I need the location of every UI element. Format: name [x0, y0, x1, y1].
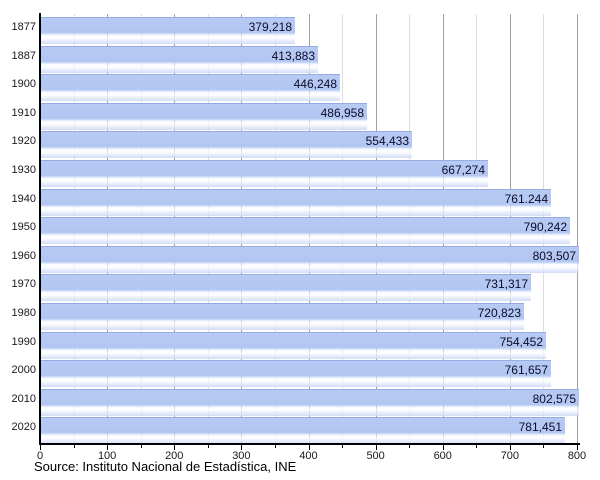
bar: 761,657 — [41, 360, 551, 388]
x-axis-major-tick — [375, 445, 377, 450]
bar-value-label: 781,451 — [518, 420, 562, 435]
x-axis-tick-label: 600 — [433, 450, 452, 462]
x-axis-minor-tick — [140, 445, 142, 448]
x-axis-minor-tick — [342, 445, 344, 448]
x-axis-tick-label: 800 — [567, 450, 587, 462]
bar-value-label: 379,218 — [248, 20, 292, 34]
y-axis-label: 2020 — [11, 421, 36, 434]
bar-value-label: 790,242 — [523, 220, 567, 235]
bar: 802,575 — [41, 388, 579, 416]
y-axis-label: 1887 — [11, 49, 36, 62]
x-axis-minor-tick — [476, 445, 478, 448]
x-axis-minor-tick — [207, 445, 209, 448]
x-axis-minor-tick — [543, 445, 545, 448]
bar: 413,883 — [41, 45, 318, 73]
y-axis-label: 1960 — [11, 249, 36, 262]
bar: 754,452 — [41, 331, 546, 359]
x-axis-major-tick — [577, 445, 578, 450]
y-axis-label: 1900 — [11, 78, 36, 91]
x-axis-major-tick — [308, 445, 310, 450]
bar-value-label: 554,433 — [365, 134, 409, 149]
y-axis-label: 2010 — [11, 392, 36, 405]
x-axis-tick-label: 0 — [36, 450, 44, 462]
y-axis-label: 1950 — [11, 221, 36, 234]
major-gridline — [577, 14, 578, 443]
x-axis-tick-label: 700 — [500, 450, 520, 462]
bar-value-label: 413,883 — [271, 48, 315, 63]
bar: 790,242 — [41, 217, 570, 245]
y-axis-label: 1990 — [11, 335, 36, 348]
bar-value-label: 720,823 — [477, 306, 521, 320]
x-axis-tick-label: 400 — [299, 450, 318, 462]
y-axis-label: 1910 — [11, 106, 36, 119]
y-axis-label: 1940 — [11, 192, 36, 205]
bar: 761.244 — [41, 188, 551, 216]
bar-value-label: 803,507 — [532, 248, 576, 263]
source-note: Source: Instituto Nacional de Estadístic… — [34, 459, 297, 474]
bar-value-label: 446,248 — [293, 77, 337, 92]
bar: 554,433 — [41, 131, 412, 159]
y-axis-label: 1877 — [11, 21, 36, 33]
x-axis-major-tick — [509, 445, 511, 450]
bar-value-label: 754,452 — [499, 334, 543, 349]
x-axis-major-tick — [442, 445, 444, 450]
bar: 446,248 — [41, 74, 340, 102]
y-axis-label: 2000 — [11, 364, 36, 377]
bar: 781,451 — [41, 417, 565, 445]
x-axis-major-tick — [40, 445, 41, 450]
bar-value-label: 802,575 — [532, 391, 576, 406]
y-axis-line — [39, 13, 41, 444]
y-axis-label: 1920 — [11, 135, 36, 148]
x-axis-tick-label: 100 — [97, 450, 117, 462]
bar: 720,823 — [41, 303, 524, 330]
x-axis-minor-tick — [409, 445, 411, 448]
x-axis-major-tick — [174, 445, 176, 450]
y-axis-label: 1970 — [11, 278, 36, 291]
bar: 486,958 — [41, 102, 367, 130]
y-axis-label: 1980 — [11, 307, 36, 319]
x-axis-major-tick — [241, 445, 243, 450]
bar: 379,218 — [41, 17, 295, 44]
x-axis-line — [39, 443, 580, 445]
x-axis-tick-label: 200 — [165, 450, 184, 462]
bar-value-label: 667,274 — [441, 163, 485, 177]
bar: 731,317 — [41, 274, 531, 302]
bar-value-label: 761.244 — [504, 191, 548, 206]
y-axis-label: 1930 — [11, 164, 36, 176]
x-axis-minor-tick — [274, 445, 276, 448]
x-axis-tick-label: 300 — [232, 450, 251, 462]
bar-value-label: 486,958 — [320, 105, 364, 120]
bar: 667,274 — [41, 160, 488, 187]
bar-value-label: 731,317 — [484, 277, 528, 292]
bar-value-label: 761,657 — [504, 363, 548, 378]
x-axis-minor-tick — [73, 445, 75, 448]
x-axis-major-tick — [107, 445, 109, 450]
bar: 803,507 — [41, 245, 579, 273]
x-axis-tick-label: 500 — [366, 450, 385, 462]
